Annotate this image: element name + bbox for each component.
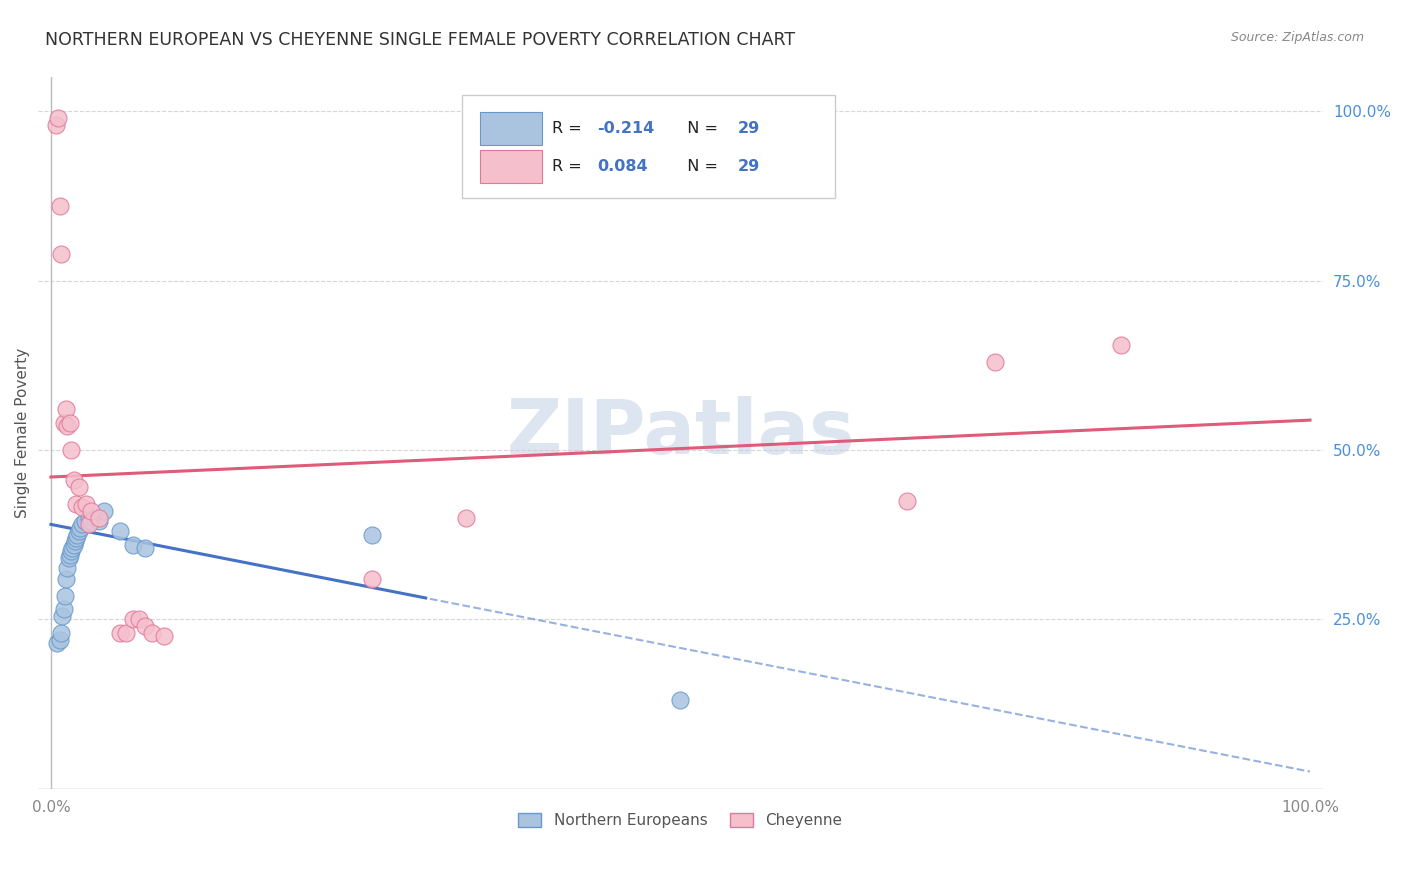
FancyBboxPatch shape xyxy=(463,95,835,198)
Text: ZIPatlas: ZIPatlas xyxy=(506,396,855,470)
Point xyxy=(63,534,86,549)
Point xyxy=(60,544,83,558)
Point xyxy=(53,589,76,603)
Point xyxy=(55,572,77,586)
Point xyxy=(108,625,131,640)
Point xyxy=(72,517,94,532)
Legend: Northern Europeans, Cheyenne: Northern Europeans, Cheyenne xyxy=(512,806,849,834)
Point xyxy=(48,632,70,647)
Point xyxy=(67,524,90,538)
Text: NORTHERN EUROPEAN VS CHEYENNE SINGLE FEMALE POVERTY CORRELATION CHART: NORTHERN EUROPEAN VS CHEYENNE SINGLE FEM… xyxy=(45,31,796,49)
Point xyxy=(49,246,72,260)
Point xyxy=(69,521,91,535)
Point xyxy=(456,510,478,524)
Point xyxy=(93,504,115,518)
Y-axis label: Single Female Poverty: Single Female Poverty xyxy=(15,348,30,518)
Point xyxy=(62,474,84,488)
Point xyxy=(87,510,110,524)
Point xyxy=(52,416,75,430)
Point xyxy=(141,625,163,640)
Point xyxy=(984,355,1007,369)
Point xyxy=(45,118,67,132)
Text: R =: R = xyxy=(553,121,586,136)
Point xyxy=(108,524,131,538)
Point xyxy=(134,541,156,555)
Point xyxy=(66,527,89,541)
Point xyxy=(153,629,176,643)
Point xyxy=(361,572,384,586)
Point xyxy=(75,497,97,511)
Point xyxy=(87,514,110,528)
Point xyxy=(46,636,69,650)
Text: N =: N = xyxy=(676,159,723,174)
Point xyxy=(128,612,150,626)
Point xyxy=(80,514,103,528)
Point xyxy=(134,619,156,633)
Point xyxy=(72,500,94,515)
Point xyxy=(59,416,82,430)
Point xyxy=(51,608,73,623)
Point xyxy=(65,497,87,511)
Point xyxy=(896,493,918,508)
Point xyxy=(80,504,103,518)
Point xyxy=(52,602,75,616)
Point xyxy=(77,517,100,532)
Point xyxy=(60,442,83,457)
Point xyxy=(56,561,79,575)
Text: R =: R = xyxy=(553,159,586,174)
Point xyxy=(73,514,96,528)
Point xyxy=(115,625,138,640)
Text: 29: 29 xyxy=(738,159,761,174)
Text: N =: N = xyxy=(676,121,723,136)
Point xyxy=(48,199,70,213)
Point xyxy=(49,625,72,640)
Point xyxy=(1109,338,1132,352)
Point xyxy=(121,612,143,626)
Point xyxy=(121,538,143,552)
Text: 0.084: 0.084 xyxy=(598,159,648,174)
FancyBboxPatch shape xyxy=(479,150,541,183)
Point xyxy=(67,480,90,494)
Point xyxy=(58,551,80,566)
Point xyxy=(361,527,384,541)
Point xyxy=(65,531,87,545)
Point xyxy=(62,538,84,552)
Text: -0.214: -0.214 xyxy=(598,121,654,136)
Point xyxy=(56,419,79,434)
Point xyxy=(55,402,77,417)
FancyBboxPatch shape xyxy=(479,112,541,145)
Text: 29: 29 xyxy=(738,121,761,136)
Point xyxy=(60,541,83,555)
Text: Source: ZipAtlas.com: Source: ZipAtlas.com xyxy=(1230,31,1364,45)
Point xyxy=(77,510,100,524)
Point xyxy=(669,693,692,707)
Point xyxy=(48,111,70,125)
Point xyxy=(59,548,82,562)
